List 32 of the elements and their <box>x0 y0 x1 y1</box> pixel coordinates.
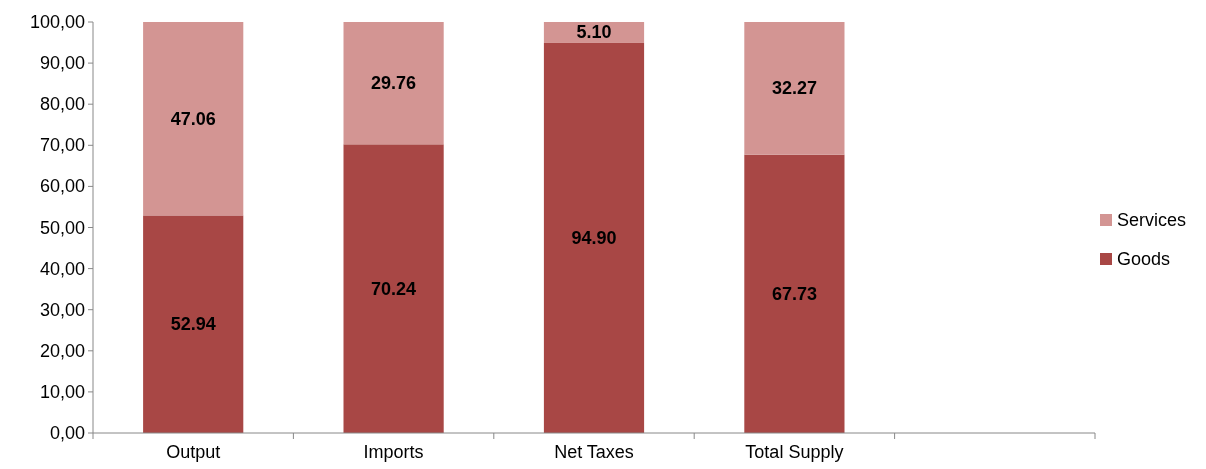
y-tick-label: 10,00 <box>39 381 85 402</box>
y-tick-label: 30,00 <box>39 299 85 320</box>
bar <box>744 22 845 155</box>
data-label: 32.27 <box>771 78 817 99</box>
bar <box>543 42 645 433</box>
bar <box>343 22 444 145</box>
y-tick-label: 20,00 <box>39 340 85 361</box>
y-tick-label: 80,00 <box>39 94 85 115</box>
data-label: 70.24 <box>371 278 417 299</box>
x-tick-label: Total Supply <box>745 442 844 462</box>
legend-label: Services <box>1117 210 1187 230</box>
y-tick-label: 0,00 <box>49 423 85 443</box>
data-label: 94.90 <box>571 227 617 248</box>
x-tick-label: Output <box>166 442 221 462</box>
bar <box>343 144 444 433</box>
y-tick-label: 60,00 <box>39 176 85 197</box>
x-tick-label: Imports <box>363 442 424 462</box>
data-label: 47.06 <box>170 108 216 129</box>
data-label: 29.76 <box>371 73 417 94</box>
legend-label: Goods <box>1117 249 1171 269</box>
x-tick-label: Net Taxes <box>554 442 634 462</box>
y-tick-label: 70,00 <box>39 135 85 156</box>
bar <box>143 215 244 433</box>
y-tick-label: 90,00 <box>39 53 85 74</box>
data-label: 52.94 <box>170 314 216 335</box>
bar <box>744 154 845 433</box>
y-tick-label: 100,00 <box>29 12 85 32</box>
data-label: 67.73 <box>771 283 817 304</box>
y-tick-label: 40,00 <box>39 258 85 279</box>
y-tick-label: 50,00 <box>39 217 85 238</box>
bar <box>143 22 244 216</box>
data-label: 5.10 <box>576 22 612 43</box>
